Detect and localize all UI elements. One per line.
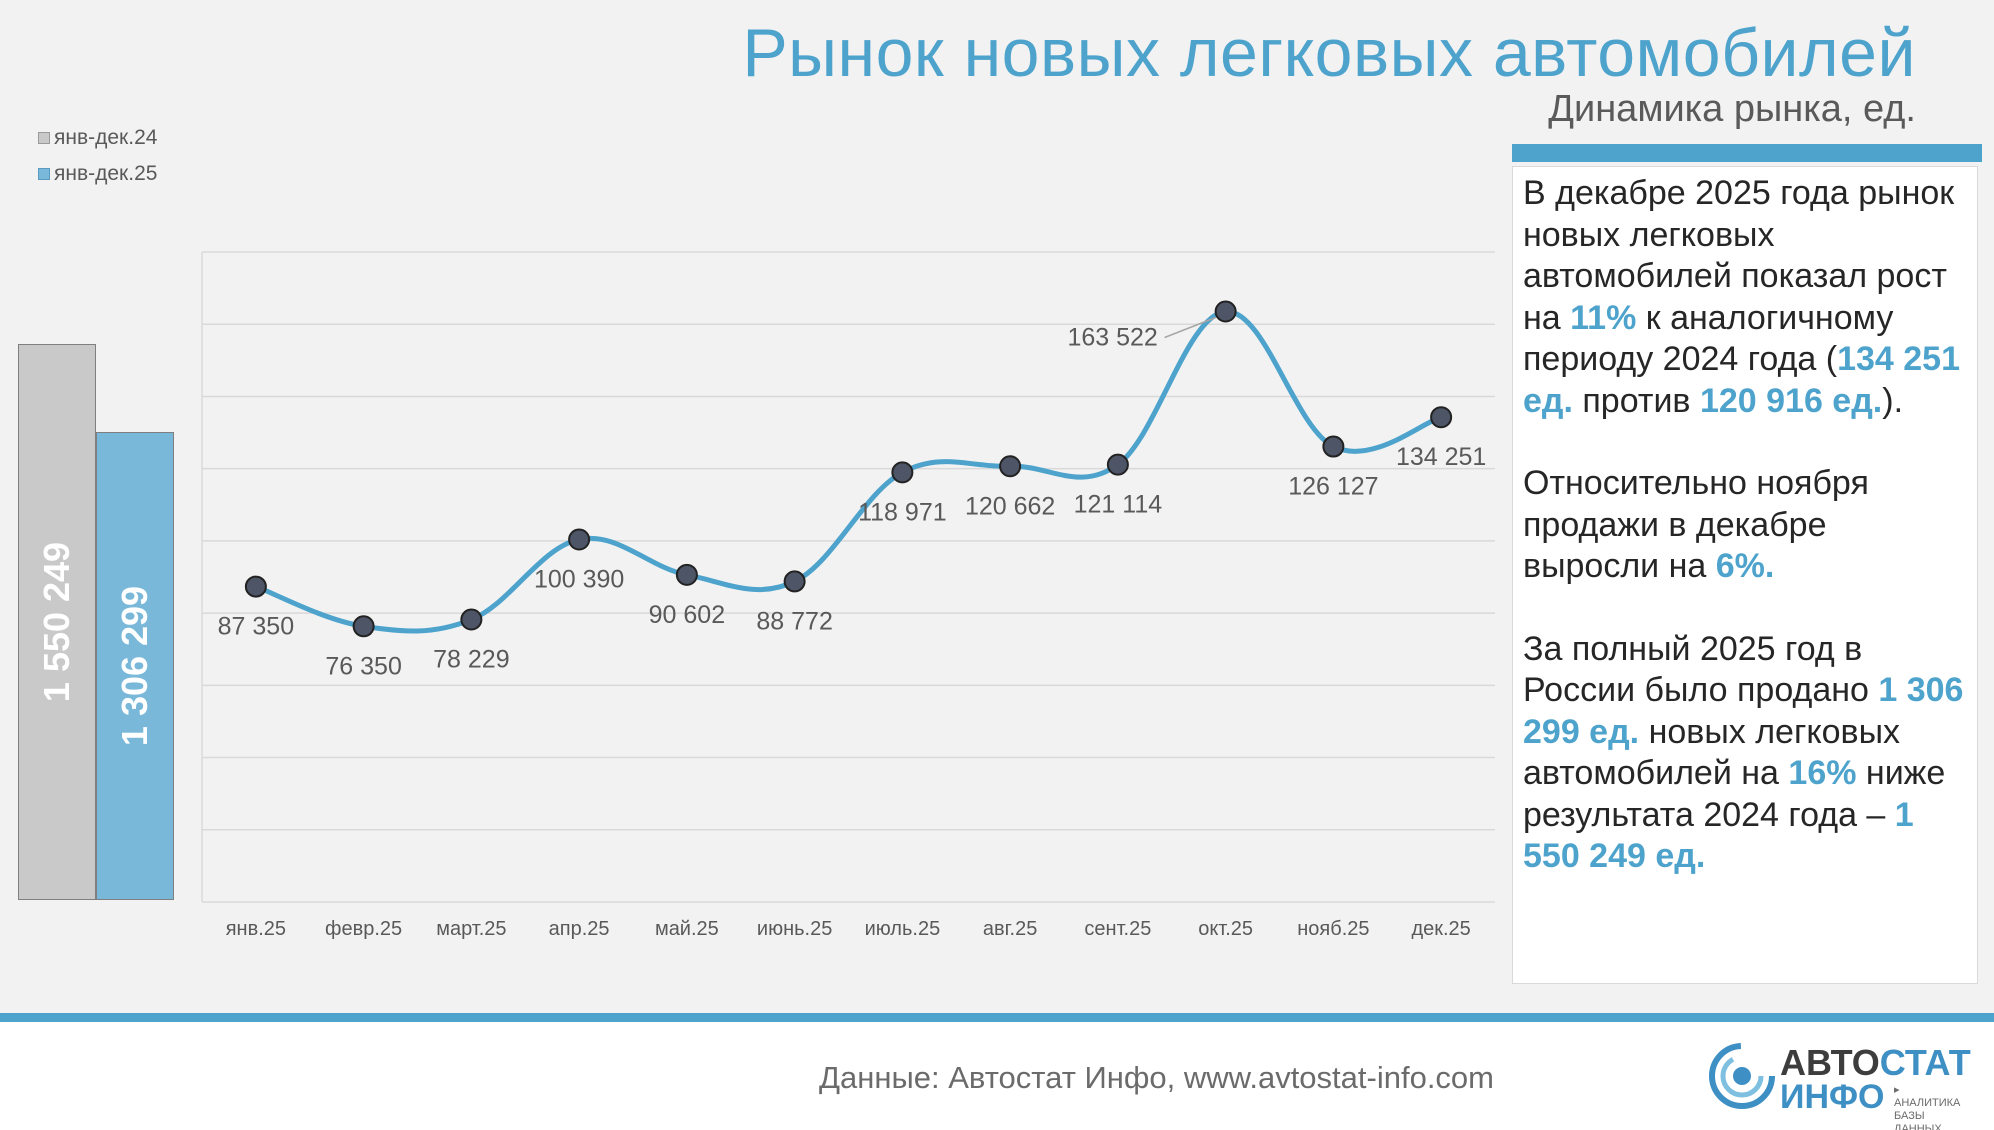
infobox-paragraph-3: За полный 2025 год в России было продано… (1523, 629, 1967, 878)
avtostat-logo[interactable]: АВТОСТАТ ИНФО ▸ АНАЛИТИКА БАЗЫ ДАННЫХ (1708, 1036, 1971, 1130)
x-tick-label: нояб.25 (1297, 918, 1369, 940)
data-point (891, 461, 914, 484)
data-label: 76 350 (325, 652, 401, 680)
infobox-text: Относительно ноября продажи в декабре вы… (1523, 464, 1869, 585)
data-point (1322, 435, 1345, 458)
legend-swatch-2025 (38, 168, 50, 180)
x-tick-label: дек.25 (1411, 918, 1470, 940)
data-point (1106, 453, 1129, 476)
infobox-text: против (1572, 381, 1700, 420)
x-tick-label: февр.25 (325, 918, 402, 940)
data-point (352, 615, 375, 638)
legend-item-2024: янв-дек.24 (38, 120, 157, 156)
x-tick-label: март.25 (436, 918, 506, 940)
logo-tag-line-1: ▸ АНАЛИТИКА (1894, 1084, 1961, 1109)
legend-label-2025: янв-дек.25 (54, 162, 158, 185)
infobox-text: новых легковых автомобилей на (1523, 712, 1901, 793)
label-leader-line (1164, 316, 1216, 339)
infobox-text: За полный 2025 год в России было продано (1523, 629, 1879, 710)
data-label: 78 229 (433, 646, 509, 674)
series-line (255, 309, 1442, 634)
data-point (783, 570, 806, 593)
legend-swatch-2024 (38, 132, 50, 144)
x-tick-label: май.25 (655, 918, 719, 940)
series-markers (244, 300, 1453, 638)
data-source: Данные: Автостат Инфо, www.avtostat-info… (819, 1060, 1494, 1095)
chart-gridlines (201, 251, 1495, 903)
infobox-accent-bar (1512, 144, 1982, 162)
legend-label-2024: янв-дек.24 (54, 126, 158, 149)
logo-word-avtostat: АВТОСТАТ (1780, 1042, 1971, 1084)
data-label: 88 772 (756, 607, 832, 635)
logo-part-avto: АВТО (1780, 1042, 1880, 1083)
footer-divider (0, 1013, 1994, 1022)
infobox-highlight: 134 251 ед. (1523, 340, 1960, 420)
page-title: Рынок новых легковых автомобилей (742, 15, 1916, 91)
infobox-highlight: 1 550 249 ед. (1523, 795, 1914, 876)
x-tick-label: авг.25 (983, 918, 1037, 940)
data-label: 100 390 (534, 565, 624, 593)
infobox-text: ). (1882, 381, 1904, 420)
data-point (675, 563, 698, 586)
data-label: 126 127 (1288, 473, 1378, 501)
data-point (1214, 300, 1237, 323)
logo-tagline: ▸ АНАЛИТИКА БАЗЫ ДАННЫХ (1894, 1084, 1968, 1130)
x-tick-label: окт.25 (1198, 918, 1253, 940)
infobox-paragraph-1: В декабре 2025 года рынок новых легковых… (1523, 173, 1967, 422)
logo-part-stat: СТАТ (1879, 1042, 1971, 1083)
infobox-highlight: 1 306 299 ед. (1523, 671, 1964, 751)
infobox-text: ниже результата 2024 года – (1523, 754, 1946, 834)
legend-item-2025: янв-дек.25 (38, 156, 157, 192)
page-subtitle: Динамика рынка, ед. (1548, 88, 1916, 130)
logo-word-info: ИНФО (1780, 1078, 1885, 1116)
logo-swirl-icon (1709, 1043, 1775, 1109)
infobox-highlight: 120 916 ед. (1699, 381, 1883, 420)
x-tick-label: июль.25 (865, 918, 941, 940)
x-tick-label: апр.25 (549, 918, 610, 940)
data-label: 87 350 (218, 613, 294, 641)
data-label: 120 662 (965, 492, 1055, 520)
data-label: 121 114 (1074, 491, 1163, 519)
chart-legend: янв-дек.24 янв-дек.25 (38, 120, 157, 192)
data-label: 134 251 (1396, 443, 1486, 471)
data-label: 163 522 (1067, 324, 1157, 352)
infobox-highlight: 11% (1570, 298, 1637, 337)
data-point (568, 528, 591, 551)
data-point (244, 575, 267, 598)
total-bar-2025: 1 306 299 (96, 432, 174, 900)
data-label: 90 602 (649, 601, 725, 629)
x-tick-label: июнь.25 (757, 918, 832, 940)
data-label: 118 971 (858, 498, 947, 526)
infobox-highlight: 6%. (1715, 547, 1775, 585)
summary-infobox: В декабре 2025 года рынок новых легковых… (1512, 166, 1978, 984)
total-bar-2024: 1 550 249 (18, 344, 96, 900)
totals-bar-chart: 1 550 249 1 306 299 (18, 340, 174, 900)
x-tick-label: янв.25 (226, 918, 286, 940)
data-point (460, 608, 483, 631)
x-axis-ticks: янв.25 февр.25 март.25 апр.25 май.25 июнь.25 и… (226, 918, 1471, 940)
infobox-highlight: 16% (1788, 754, 1857, 792)
infobox-text: к аналогичному периоду 2024 года ( (1523, 298, 1894, 379)
footer: Данные: Автостат Инфо, www.avtostat-info… (0, 1022, 1994, 1130)
data-point (999, 455, 1022, 478)
data-point (1430, 406, 1453, 429)
x-tick-label: сент.25 (1084, 918, 1151, 940)
infobox-paragraph-2: Относительно ноября продажи в декабре вы… (1523, 463, 1967, 588)
infobox-text: В декабре 2025 года рынок новых легковых… (1523, 174, 1955, 337)
data-labels: 87 350 76 350 78 229 100 390 90 602 88 772 118… (218, 316, 1486, 680)
logo-tag-line-2: БАЗЫ ДАННЫХ (1894, 1110, 1942, 1130)
